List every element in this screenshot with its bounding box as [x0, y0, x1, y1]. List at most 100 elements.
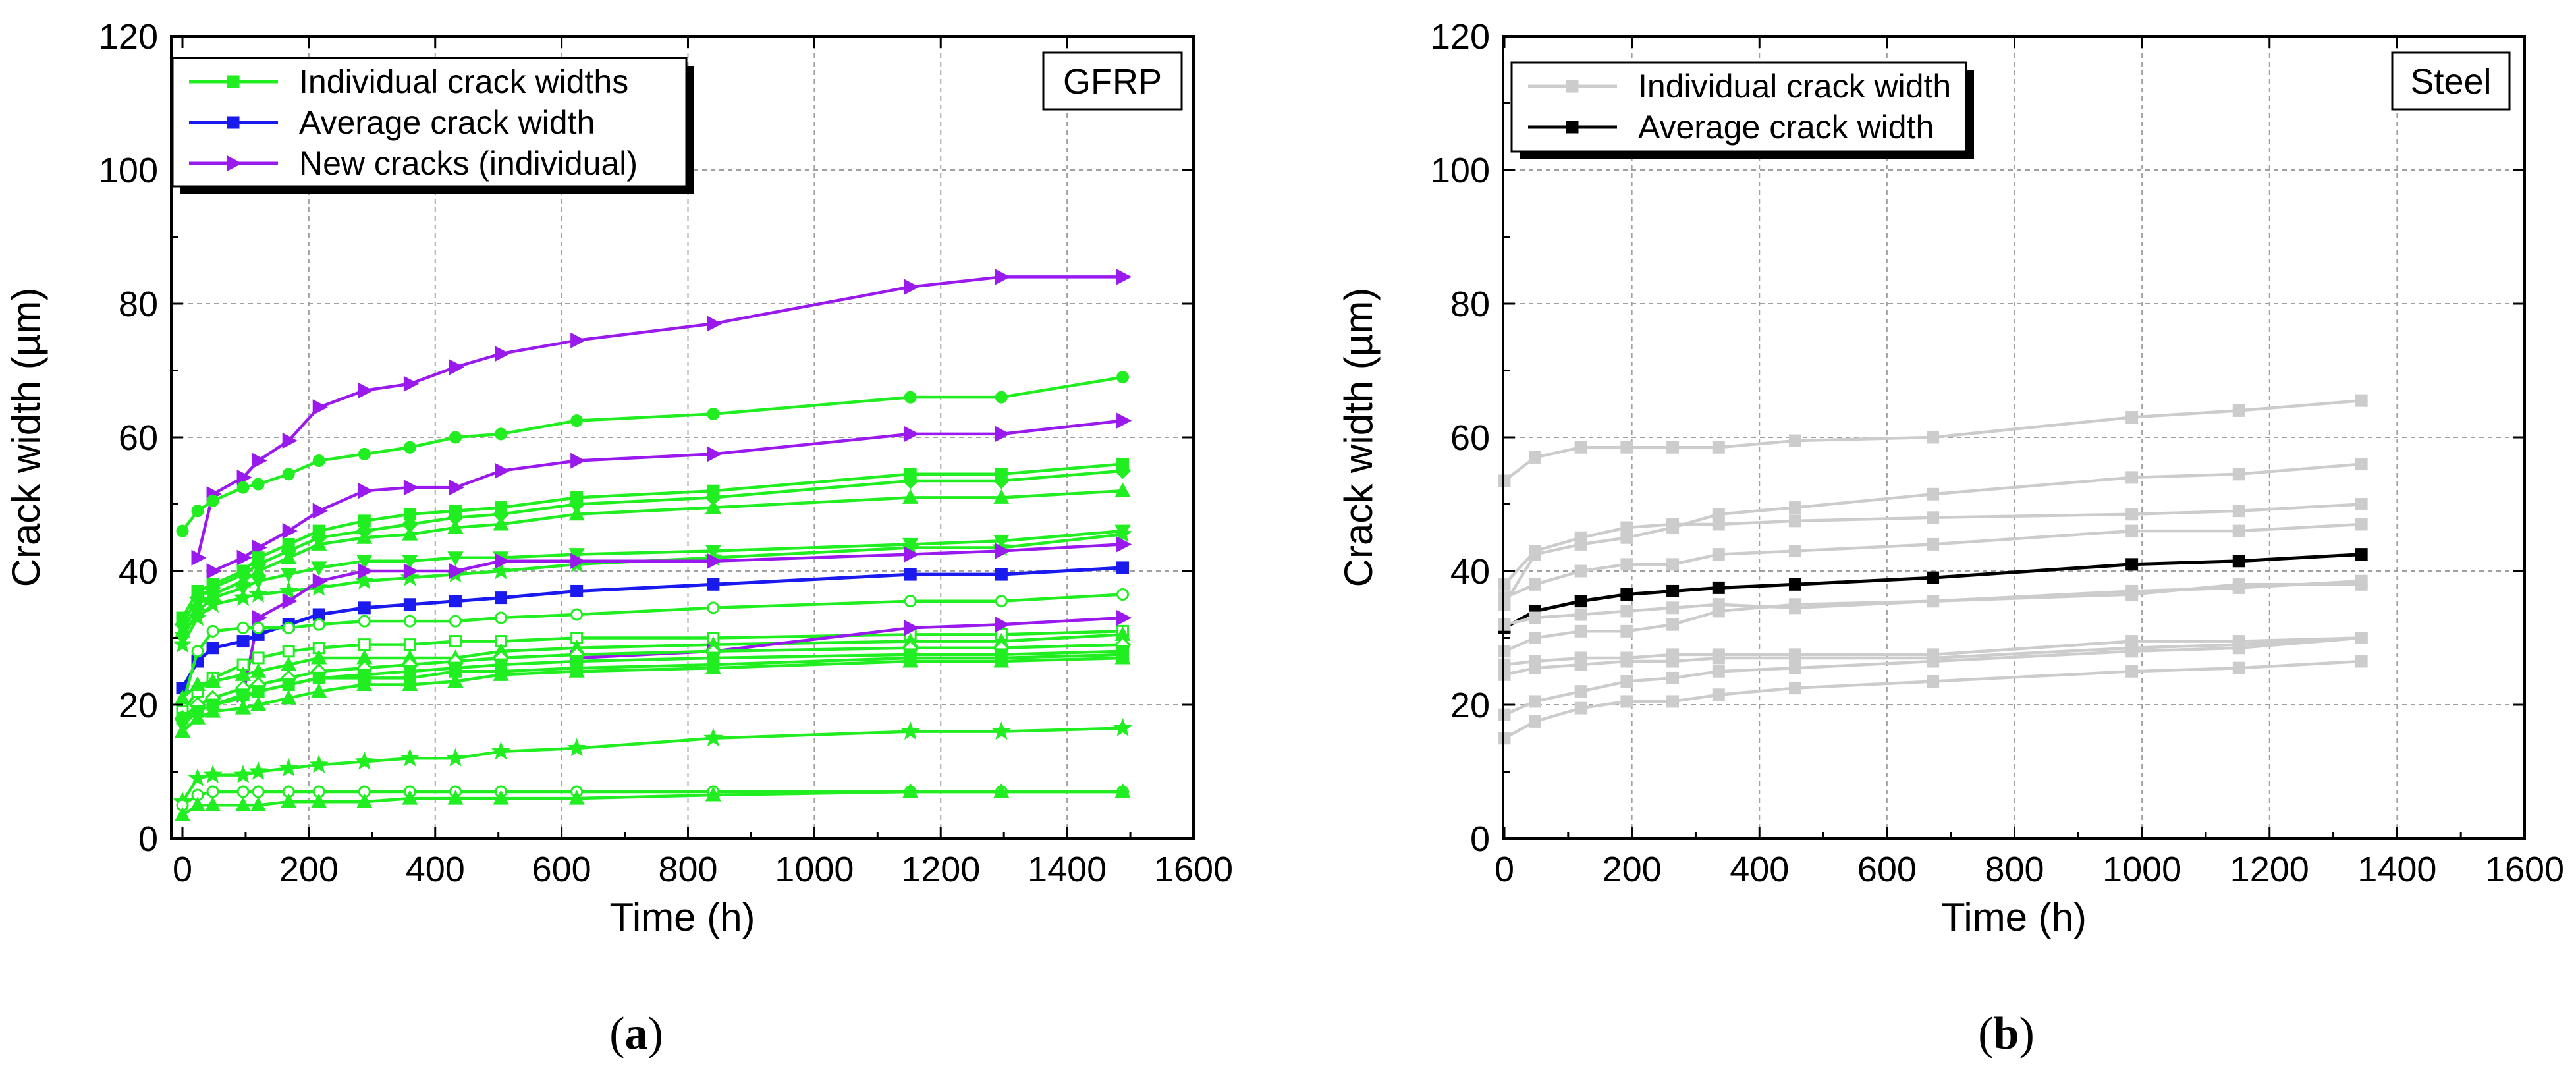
- data-point: [282, 645, 295, 658]
- data-point: [1712, 508, 1725, 521]
- data-point: [2355, 578, 2368, 591]
- data-point: [904, 426, 919, 442]
- data-point: [204, 796, 221, 811]
- data-point: [252, 453, 267, 469]
- data-point: [991, 721, 1011, 740]
- data-point: [904, 620, 919, 636]
- data-point: [707, 553, 723, 569]
- data-point: [1788, 648, 1801, 661]
- x-tick-label: 0: [173, 850, 192, 889]
- data-point: [1788, 682, 1801, 695]
- data-point: [250, 696, 267, 711]
- data-point: [568, 505, 585, 521]
- data-point: [236, 635, 250, 648]
- data-point: [449, 359, 465, 375]
- data-point: [2125, 508, 2139, 521]
- data-point: [1574, 564, 1587, 578]
- series-individual-crack-widths: [176, 648, 1130, 725]
- data-point: [570, 453, 586, 469]
- legend-swatch-marker: [227, 116, 240, 129]
- data-point: [281, 690, 297, 705]
- data-point: [236, 785, 250, 798]
- y-tick-label: 0: [138, 819, 158, 859]
- data-point: [1114, 462, 1132, 480]
- x-axis-label: Time (h): [1941, 895, 2087, 939]
- data-point: [403, 638, 416, 651]
- data-point: [570, 608, 584, 621]
- data-point: [1927, 674, 1940, 688]
- legend-swatch-marker: [227, 155, 242, 172]
- data-point: [1666, 601, 1680, 615]
- data-point: [236, 481, 250, 494]
- data-point: [1620, 588, 1633, 601]
- legend-item: Average crack width: [189, 104, 595, 141]
- data-point: [2232, 555, 2245, 568]
- data-point: [491, 741, 511, 760]
- x-tick-label: 800: [658, 850, 717, 889]
- data-point: [1620, 521, 1633, 534]
- legend-box: [1510, 61, 1967, 153]
- data-point: [2125, 665, 2139, 678]
- y-tick-label: 0: [1470, 819, 1490, 859]
- material-badge: GFRP: [1063, 62, 1162, 101]
- data-point: [311, 793, 327, 808]
- data-point: [356, 529, 373, 544]
- x-tick-label: 400: [406, 850, 465, 889]
- data-point: [191, 705, 204, 718]
- series-line: [181, 630, 1123, 713]
- panel-label-close-paren: ): [648, 1008, 663, 1059]
- legend-item: Individual crack widths: [189, 63, 628, 100]
- data-point: [2355, 655, 2368, 668]
- data-point: [449, 563, 465, 580]
- x-tick-label: 1000: [775, 850, 854, 889]
- data-point: [281, 793, 297, 808]
- data-point: [449, 615, 462, 628]
- data-point: [206, 698, 219, 711]
- data-point: [1788, 514, 1801, 528]
- data-point: [2232, 468, 2245, 481]
- data-point: [2125, 524, 2139, 537]
- data-point: [402, 790, 418, 805]
- data-point: [1114, 783, 1131, 798]
- data-point: [191, 645, 204, 658]
- data-point: [1116, 561, 1130, 574]
- legend-label: Average crack width: [299, 104, 595, 141]
- data-point: [250, 796, 267, 811]
- data-point: [1712, 441, 1725, 454]
- data-point: [445, 748, 466, 767]
- data-point: [2232, 578, 2245, 591]
- data-point: [495, 427, 508, 441]
- data-point: [236, 469, 252, 485]
- data-point: [282, 678, 295, 692]
- data-point: [1528, 695, 1541, 708]
- panel-a-chart: 0 200 400 600 800 1000 1200 1400 1600 0 20 40 60 80 10…: [4, 17, 1233, 1059]
- material-badge-box: [2391, 51, 2511, 111]
- data-point: [191, 549, 207, 566]
- data-point: [358, 447, 371, 460]
- data-point: [281, 549, 297, 564]
- x-tick-label: 400: [1730, 850, 1789, 889]
- data-point: [203, 765, 223, 783]
- data-point: [282, 523, 298, 539]
- x-tick-label: 0: [1494, 850, 1514, 889]
- data-point: [311, 682, 327, 698]
- data-point: [904, 651, 917, 665]
- data-point: [1116, 588, 1130, 601]
- data-point: [248, 761, 268, 781]
- data-point: [403, 563, 420, 580]
- series-line: [181, 633, 1123, 700]
- y-tick-label: 40: [119, 552, 158, 591]
- data-point: [188, 768, 207, 787]
- series-individual-crack-width: [1498, 518, 2368, 605]
- data-point: [358, 615, 371, 628]
- data-point: [2232, 505, 2245, 518]
- data-point: [2355, 498, 2368, 510]
- data-point: [402, 526, 418, 541]
- data-point: [1788, 501, 1801, 514]
- data-point: [356, 555, 373, 570]
- series-line: [181, 532, 1123, 645]
- data-point: [570, 584, 584, 597]
- data-point: [447, 790, 464, 805]
- data-point: [174, 723, 191, 738]
- data-point: [495, 611, 508, 624]
